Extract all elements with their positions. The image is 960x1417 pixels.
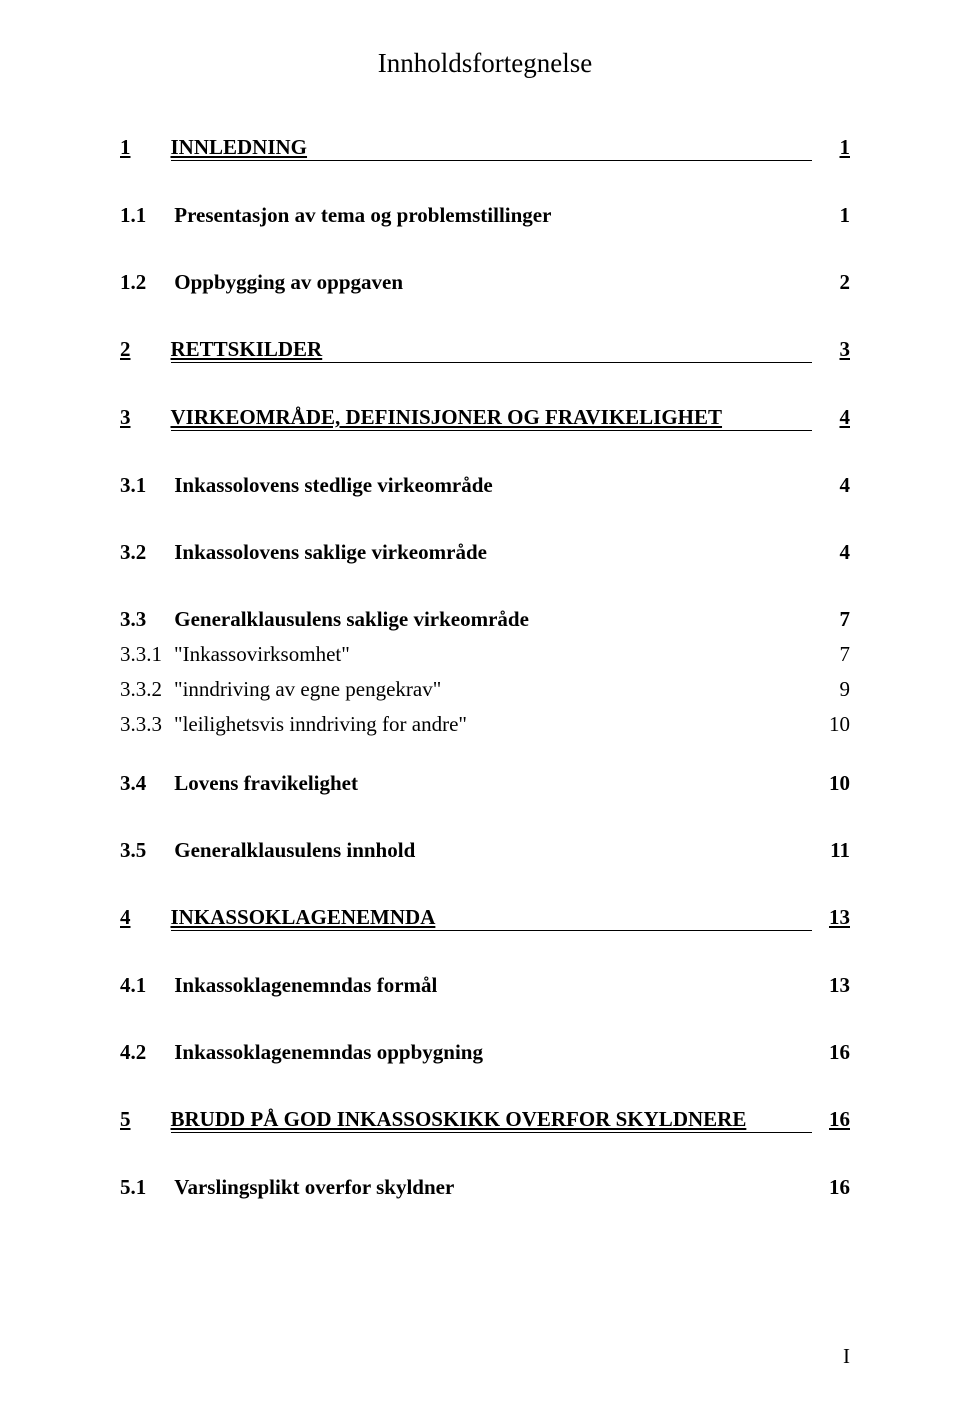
toc-entry-page: 3 <box>820 337 850 362</box>
toc-entry-label: Lovens fravikelighet <box>174 771 820 796</box>
toc-entry-number: 5.1 <box>120 1175 146 1200</box>
toc-entry-page: 1 <box>820 203 850 228</box>
toc-entry-number: 4.2 <box>120 1040 146 1065</box>
toc-entry: 3.3.1 "Inkassovirksomhet"7 <box>120 642 850 667</box>
toc-entry: 3.2 Inkassolovens saklige virkeområde4 <box>120 540 850 565</box>
toc-entry-number: 5 <box>120 1107 131 1132</box>
toc-entry-page: 16 <box>820 1175 850 1200</box>
toc-entry-number: 3.4 <box>120 771 146 796</box>
toc-entry-label: INKASSOKLAGENEMNDA <box>171 905 813 931</box>
toc-entry-label: Varslingsplikt overfor skyldner <box>174 1175 820 1200</box>
toc-entry-label: Inkassolovens stedlige virkeområde <box>174 473 820 498</box>
toc-entry-number: 4.1 <box>120 973 146 998</box>
toc-entry-number: 3.3.2 <box>120 677 162 702</box>
toc-entry-number: 3.2 <box>120 540 146 565</box>
toc-entry-number: 3.1 <box>120 473 146 498</box>
toc-entry-page: 16 <box>820 1040 850 1065</box>
toc-entry: 3 VIRKEOMRÅDE, DEFINISJONER OG FRAVIKELIG… <box>120 405 850 431</box>
toc-entry-label: VIRKEOMRÅDE, DEFINISJONER OG FRAVIKELIGH… <box>171 405 813 431</box>
toc-entry-page: 9 <box>820 677 850 702</box>
toc-entry-label: Oppbygging av oppgaven <box>174 270 820 295</box>
toc-entry: 1 INNLEDNING 1 <box>120 135 850 161</box>
toc-page: Innholdsfortegnelse 1 INNLEDNING 1 1.1 Prese… <box>0 0 960 1417</box>
toc-entry-number: 1.1 <box>120 203 146 228</box>
toc-entry-number: 3.5 <box>120 838 146 863</box>
toc-entry-page: 11 <box>820 838 850 863</box>
toc-entry-label: "Inkassovirksomhet" <box>174 642 820 667</box>
toc-entry-label: Presentasjon av tema og problemstillinge… <box>174 203 820 228</box>
toc-entry: 3.4 Lovens fravikelighet10 <box>120 771 850 796</box>
toc-title: Innholdsfortegnelse <box>120 48 850 79</box>
toc-entry: 3.1 Inkassolovens stedlige virkeområde4 <box>120 473 850 498</box>
toc-entry-number: 2 <box>120 337 131 362</box>
toc-entry-number: 4 <box>120 905 131 930</box>
toc-entry-label: "leilighetsvis inndriving for andre" <box>174 712 820 737</box>
toc-entry: 5 BRUDD PÅ GOD INKASSOSKIKK OVERFOR SKYLD… <box>120 1107 850 1133</box>
toc-entry: 4 INKASSOKLAGENEMNDA 13 <box>120 905 850 931</box>
toc-entry-label: Generalklausulens innhold <box>174 838 820 863</box>
toc-entry: 3.5 Generalklausulens innhold11 <box>120 838 850 863</box>
toc-entry-number: 1.2 <box>120 270 146 295</box>
toc-body: 1 INNLEDNING 1 1.1 Presentasjon av tema og p… <box>120 135 850 1200</box>
toc-entry: 3.3.2 "inndriving av egne pengekrav"9 <box>120 677 850 702</box>
toc-entry-page: 4 <box>820 405 850 430</box>
toc-entry: 2 RETTSKILDER 3 <box>120 337 850 363</box>
toc-entry-label: Inkassoklagenemndas formål <box>174 973 820 998</box>
toc-entry-page: 7 <box>820 607 850 632</box>
toc-entry: 5.1 Varslingsplikt overfor skyldner16 <box>120 1175 850 1200</box>
toc-entry: 4.1 Inkassoklagenemndas formål13 <box>120 973 850 998</box>
toc-entry-page: 2 <box>820 270 850 295</box>
toc-entry-number: 3.3.1 <box>120 642 162 667</box>
toc-entry-page: 1 <box>820 135 850 160</box>
toc-entry-label: Inkassoklagenemndas oppbygning <box>174 1040 820 1065</box>
toc-entry-label: RETTSKILDER <box>171 337 813 363</box>
toc-entry-label: INNLEDNING <box>171 135 813 161</box>
toc-entry: 3.3 Generalklausulens saklige virkeområde… <box>120 607 850 632</box>
toc-entry-number: 3.3.3 <box>120 712 162 737</box>
toc-entry-label: BRUDD PÅ GOD INKASSOSKIKK OVERFOR SKYLDN… <box>171 1107 813 1133</box>
toc-entry-number: 3.3 <box>120 607 146 632</box>
toc-entry: 1.2 Oppbygging av oppgaven2 <box>120 270 850 295</box>
toc-entry-number: 1 <box>120 135 131 160</box>
toc-entry: 3.3.3 "leilighetsvis inndriving for andre… <box>120 712 850 737</box>
toc-entry-page: 13 <box>820 905 850 930</box>
toc-entry-page: 10 <box>820 712 850 737</box>
toc-entry-label: Generalklausulens saklige virkeområde <box>174 607 820 632</box>
toc-entry-page: 16 <box>820 1107 850 1132</box>
toc-entry: 4.2 Inkassoklagenemndas oppbygning16 <box>120 1040 850 1065</box>
toc-entry-page: 7 <box>820 642 850 667</box>
page-number: I <box>843 1344 850 1369</box>
toc-entry-page: 10 <box>820 771 850 796</box>
toc-entry-number: 3 <box>120 405 131 430</box>
toc-entry-label: Inkassolovens saklige virkeområde <box>174 540 820 565</box>
toc-entry-page: 13 <box>820 973 850 998</box>
toc-entry: 1.1 Presentasjon av tema og problemstilli… <box>120 203 850 228</box>
toc-entry-page: 4 <box>820 540 850 565</box>
toc-entry-label: "inndriving av egne pengekrav" <box>174 677 820 702</box>
toc-entry-page: 4 <box>820 473 850 498</box>
